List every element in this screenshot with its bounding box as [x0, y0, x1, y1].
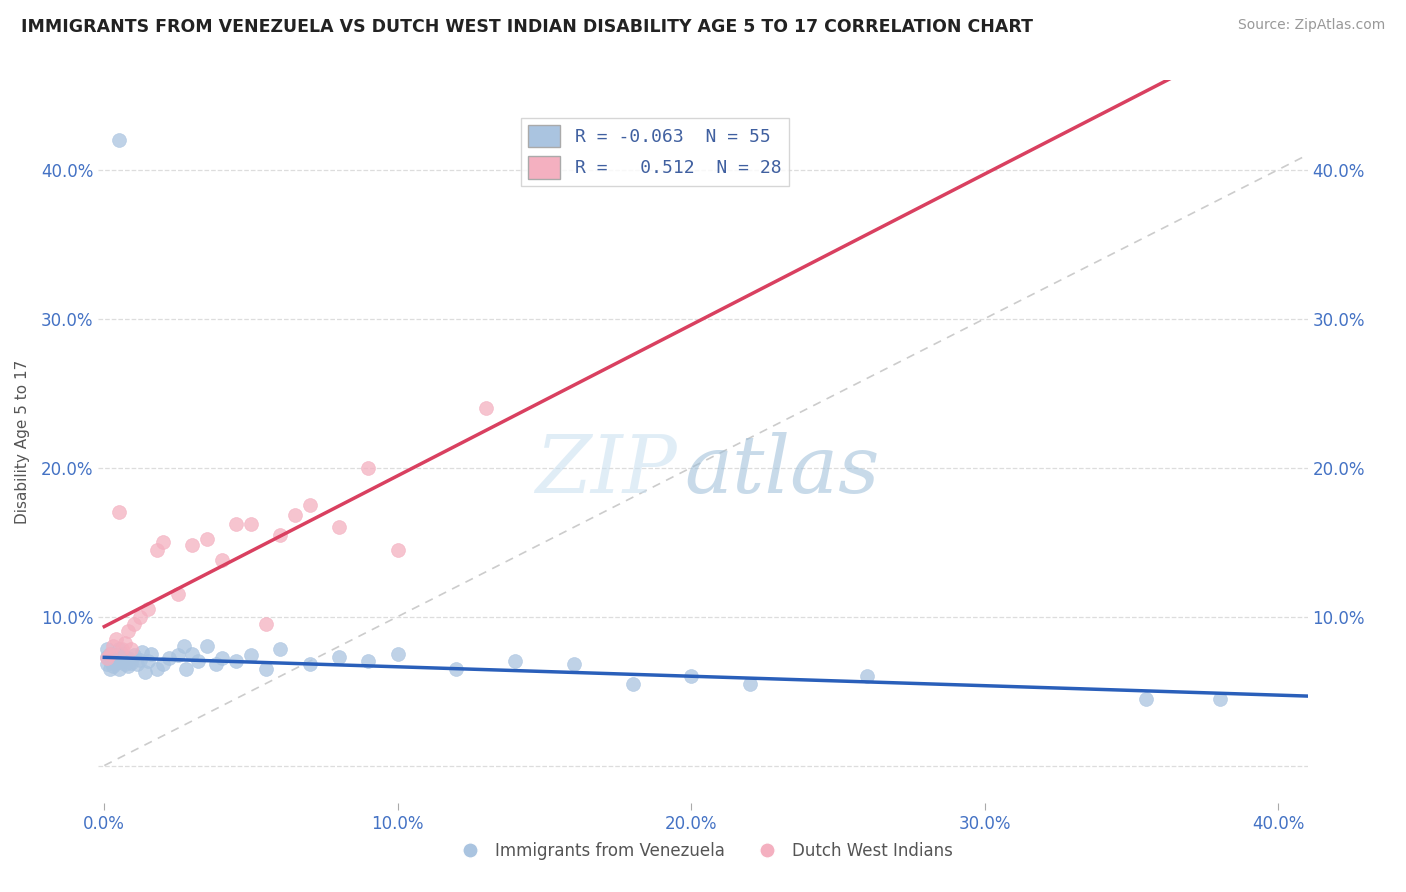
Point	[562, 657, 585, 672]
Point	[141, 647, 163, 661]
Text: atlas: atlas	[683, 432, 879, 509]
Point	[120, 642, 142, 657]
Point	[114, 657, 136, 672]
Point	[122, 617, 145, 632]
Point	[204, 657, 226, 672]
Point	[128, 653, 150, 667]
Point	[681, 669, 703, 683]
Point	[173, 640, 195, 654]
Point	[357, 654, 380, 668]
Point	[98, 647, 121, 661]
Point	[96, 657, 118, 672]
Point	[856, 669, 879, 683]
Point	[269, 642, 291, 657]
Point	[152, 535, 174, 549]
Point	[298, 657, 321, 672]
Point	[105, 656, 128, 670]
Text: Source: ZipAtlas.com: Source: ZipAtlas.com	[1237, 18, 1385, 32]
Y-axis label: Disability Age 5 to 17: Disability Age 5 to 17	[15, 359, 30, 524]
Point	[240, 648, 263, 663]
Point	[503, 654, 526, 668]
Point	[136, 602, 159, 616]
Point	[98, 647, 121, 661]
Point	[284, 508, 307, 523]
Point	[98, 662, 121, 676]
Point	[136, 654, 159, 668]
Point	[128, 609, 150, 624]
Point	[108, 662, 131, 676]
Point	[387, 542, 409, 557]
Point	[475, 401, 498, 415]
Point	[111, 642, 134, 657]
Point	[98, 654, 121, 668]
Point	[146, 662, 169, 676]
Point	[125, 657, 148, 672]
Text: ZIP: ZIP	[536, 432, 678, 509]
Point	[387, 647, 409, 661]
Point	[122, 648, 145, 663]
Point	[108, 133, 131, 147]
Point	[181, 538, 204, 552]
Point	[176, 662, 198, 676]
Point	[225, 517, 247, 532]
Point	[254, 617, 277, 632]
Point	[146, 542, 169, 557]
Point	[357, 460, 380, 475]
Point	[298, 498, 321, 512]
Point	[114, 636, 136, 650]
Point	[181, 647, 204, 661]
Point	[105, 648, 128, 663]
Point	[157, 651, 180, 665]
Point	[101, 640, 124, 654]
Point	[96, 649, 118, 664]
Point	[114, 649, 136, 664]
Point	[328, 649, 350, 664]
Point	[96, 651, 118, 665]
Point	[195, 640, 218, 654]
Point	[1208, 691, 1230, 706]
Point	[120, 656, 142, 670]
Point	[111, 647, 134, 661]
Point	[738, 676, 761, 690]
Point	[131, 645, 153, 659]
Point	[240, 517, 263, 532]
Point	[621, 676, 644, 690]
Point	[1135, 691, 1157, 706]
Point	[101, 651, 124, 665]
Point	[117, 651, 139, 665]
Point	[166, 648, 188, 663]
Point	[211, 553, 233, 567]
Point	[117, 624, 139, 639]
Point	[328, 520, 350, 534]
Point	[211, 651, 233, 665]
Point	[134, 665, 156, 679]
Point	[195, 532, 218, 546]
Point	[152, 657, 174, 672]
Point	[108, 653, 131, 667]
Point	[446, 662, 468, 676]
Point	[96, 642, 118, 657]
Point	[111, 654, 134, 668]
Point	[117, 658, 139, 673]
Point	[166, 587, 188, 601]
Point	[101, 658, 124, 673]
Legend: Immigrants from Venezuela, Dutch West Indians: Immigrants from Venezuela, Dutch West In…	[447, 836, 959, 867]
Point	[187, 654, 209, 668]
Point	[105, 632, 128, 646]
Point	[269, 527, 291, 541]
Point	[108, 505, 131, 519]
Point	[108, 642, 131, 657]
Point	[225, 654, 247, 668]
Text: IMMIGRANTS FROM VENEZUELA VS DUTCH WEST INDIAN DISABILITY AGE 5 TO 17 CORRELATIO: IMMIGRANTS FROM VENEZUELA VS DUTCH WEST …	[21, 18, 1033, 36]
Point	[254, 662, 277, 676]
